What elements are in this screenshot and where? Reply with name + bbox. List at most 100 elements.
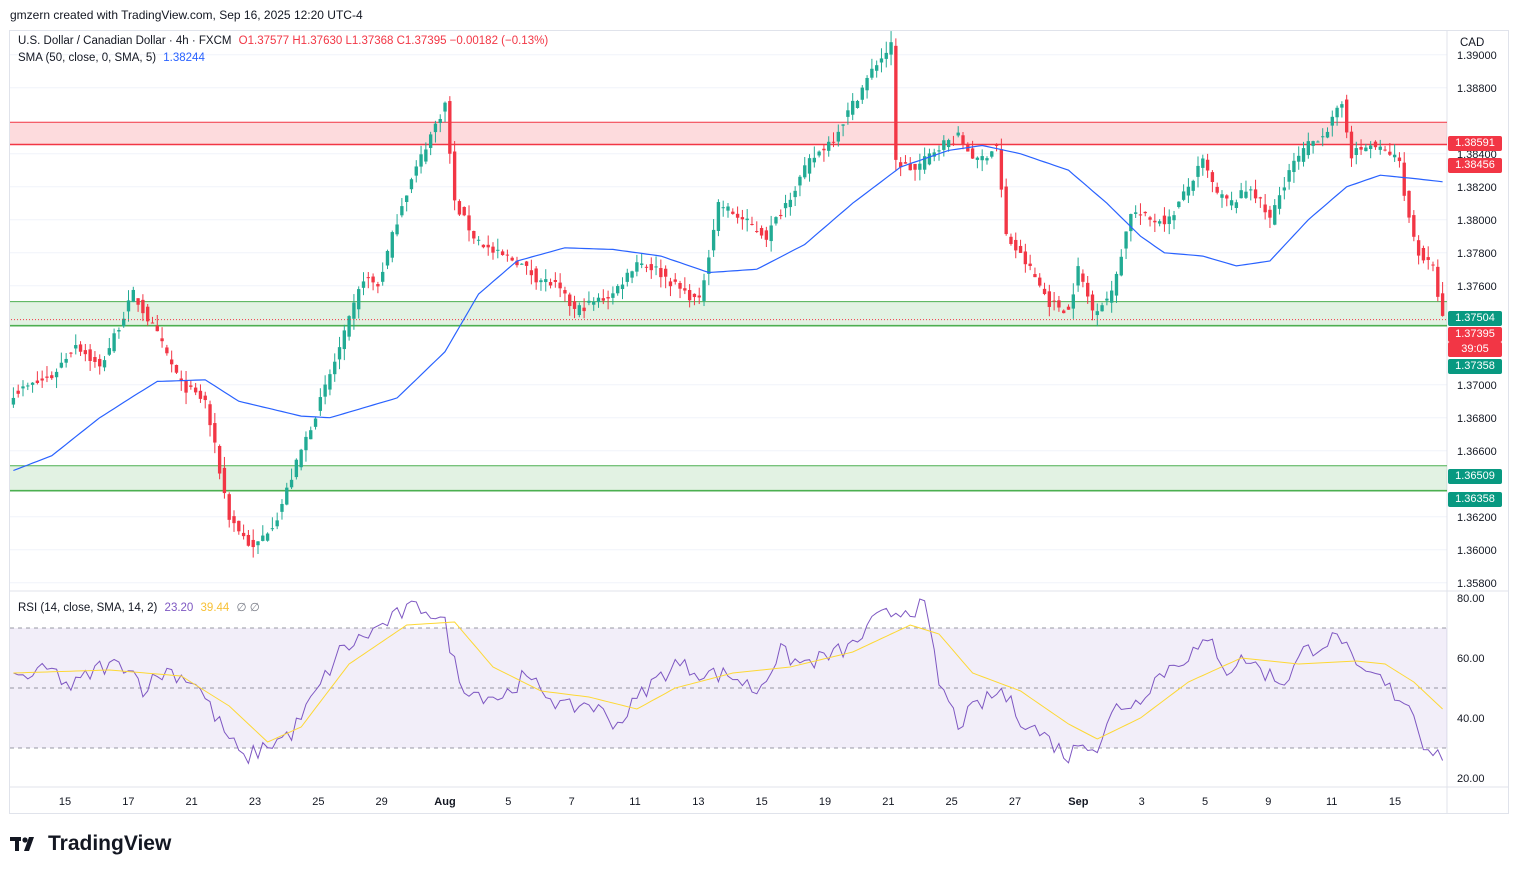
time-tick-label: 23	[249, 796, 261, 808]
candle-body	[1023, 251, 1028, 265]
time-tick-label: 15	[1389, 796, 1401, 808]
candle-body	[879, 58, 884, 63]
candle-body	[1258, 197, 1263, 199]
candle-body	[1335, 107, 1339, 118]
candle-body	[1014, 239, 1018, 251]
candle-body	[1177, 201, 1181, 208]
candle-body	[740, 217, 745, 220]
candle-body	[424, 149, 428, 162]
candle-body	[1397, 157, 1402, 162]
candle-body	[548, 282, 553, 286]
candle-body	[606, 296, 610, 299]
candle-body	[1316, 141, 1320, 143]
time-tick-label: 11	[629, 796, 640, 808]
rsi-value: 23.20	[164, 602, 194, 614]
candle-body	[951, 143, 956, 145]
candle-body	[1162, 215, 1167, 225]
time-tick-label: 21	[882, 796, 894, 808]
price-tick-label: 1.38400	[1457, 149, 1497, 161]
candle-body	[294, 459, 299, 478]
candle-body	[1210, 172, 1215, 182]
candle-body	[1110, 290, 1114, 303]
candle-body	[1028, 263, 1032, 266]
candle-body	[1268, 209, 1272, 218]
candle-body	[572, 301, 577, 309]
candle-body	[390, 232, 394, 258]
candle-body	[1297, 155, 1301, 162]
candle-body	[500, 251, 505, 256]
candle-body	[961, 135, 965, 145]
candle-body	[227, 494, 231, 520]
time-tick-label: 7	[569, 796, 575, 808]
candle-body	[1205, 159, 1210, 171]
time-tick-label: Aug	[434, 796, 455, 808]
candle-body	[1066, 306, 1071, 310]
candle-body	[999, 149, 1004, 190]
candle-body	[419, 154, 423, 167]
candle-body	[98, 358, 102, 367]
rsi-legend[interactable]: RSI (14, close, SMA, 14, 2) 23.20 39.44 …	[18, 600, 264, 614]
candle-body	[716, 202, 721, 231]
candle-body	[539, 280, 543, 283]
candle-body	[1009, 236, 1013, 244]
candle-body	[428, 134, 433, 148]
rsi-tick-label: 40.00	[1457, 713, 1485, 725]
candle-body	[1047, 291, 1052, 307]
time-tick-label: 29	[376, 796, 388, 808]
candle-body	[64, 358, 68, 363]
chart-frame	[9, 30, 1509, 814]
candle-body	[213, 423, 217, 443]
sma-legend[interactable]: SMA (50, close, 0, SMA, 5) 1.38244	[18, 52, 209, 64]
candle-body	[476, 239, 481, 241]
rsi-ma-line	[13, 621, 1443, 743]
candle-body	[601, 298, 605, 301]
candle-body	[803, 165, 807, 178]
candle-body	[481, 244, 486, 248]
candle-body	[932, 152, 936, 157]
candle-body	[1321, 136, 1325, 138]
candle-body	[735, 213, 740, 218]
candle-body	[78, 344, 83, 352]
candle-body	[630, 271, 634, 278]
candle-body	[342, 330, 346, 350]
candle-body	[1263, 204, 1267, 213]
candle-body	[1191, 180, 1195, 191]
candle-body	[711, 229, 716, 251]
price-tick-label: 1.38200	[1457, 182, 1497, 194]
candle-body	[927, 153, 932, 165]
candle-body	[644, 266, 649, 268]
candle-body	[40, 378, 44, 381]
candle-body	[596, 297, 601, 303]
candle-body	[558, 282, 562, 289]
symbol-title: U.S. Dollar / Canadian Dollar · 4h · FXC…	[18, 35, 232, 47]
candle-body	[1349, 131, 1354, 159]
candle-body	[309, 430, 313, 440]
candle-body	[841, 124, 845, 126]
price-tick-label: 1.36200	[1457, 512, 1497, 524]
candle-body	[1239, 190, 1243, 199]
candle-body	[472, 230, 476, 239]
candle-body	[21, 386, 25, 389]
time-tick-label: 25	[946, 796, 958, 808]
tradingview-logo[interactable]: TradingView	[10, 832, 171, 856]
candle-body	[381, 271, 385, 282]
candle-body	[889, 42, 893, 55]
candle-body	[1033, 274, 1037, 278]
candle-body	[414, 166, 418, 176]
candle-body	[1340, 104, 1344, 108]
price-tick-label: 1.35800	[1457, 578, 1497, 590]
candle-body	[1004, 186, 1008, 235]
candle-body	[112, 333, 116, 352]
price-tick-label: 1.36600	[1457, 446, 1497, 458]
currency-label[interactable]: CAD	[1460, 37, 1485, 49]
candle-body	[1383, 149, 1387, 151]
candle-body	[788, 199, 793, 208]
symbol-legend[interactable]: U.S. Dollar / Canadian Dollar · 4h · FXC…	[18, 35, 552, 47]
candle-body	[1431, 264, 1435, 266]
candle-body	[117, 330, 121, 332]
candle-body	[898, 162, 903, 168]
candle-body	[404, 195, 409, 202]
rsi-tick-label: 60.00	[1457, 653, 1485, 665]
candle-body	[673, 279, 677, 282]
